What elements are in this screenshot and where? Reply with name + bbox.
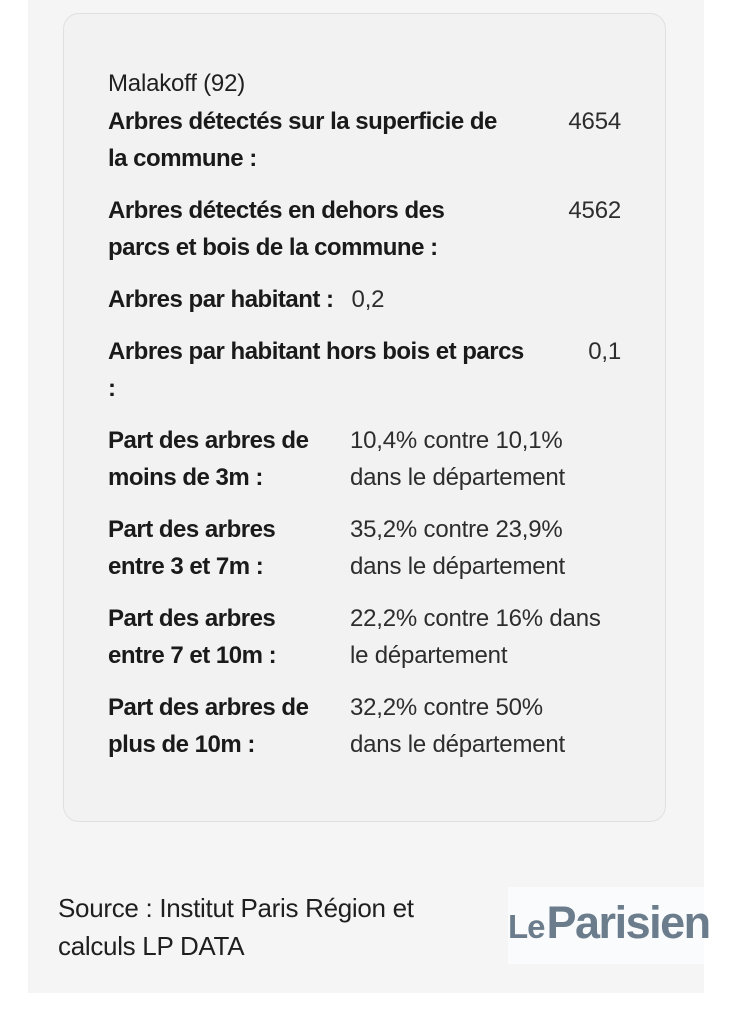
stat-value: 22,2% contre 16% dans le département bbox=[350, 605, 601, 669]
stat-value: 35,2% contre 23,9% dans le département bbox=[350, 516, 566, 580]
logo-parisien-text: Parisien bbox=[546, 897, 712, 948]
stat-label: Part des arbres entre 3 et 7m : bbox=[108, 516, 276, 580]
source-credit: Source : Institut Paris Région et calcul… bbox=[58, 893, 414, 961]
stat-label: Arbres détectés sur la superficie de la … bbox=[108, 108, 497, 172]
stat-label: Part des arbres de moins de 3m : bbox=[108, 427, 309, 491]
stat-value: 32,2% contre 50% dans le département bbox=[350, 694, 566, 758]
stat-label: Arbres par habitant : bbox=[108, 286, 334, 313]
stat-value: 4562 bbox=[568, 197, 621, 224]
stat-row-share-under-3m: Part des arbres de moins de 3m : 10,4% c… bbox=[108, 422, 621, 496]
figure-panel: Malakoff (92) Arbres détectés sur la sup… bbox=[28, 0, 711, 993]
stat-value: 10,4% contre 10,1% dans le département bbox=[350, 427, 566, 491]
stat-label: Part des arbres de plus de 10m : bbox=[108, 694, 309, 758]
stat-row-share-over-10m: Part des arbres de plus de 10m : 32,2% c… bbox=[108, 689, 621, 763]
stat-row-trees-per-inhabitant: Arbres par habitant : 0,2 bbox=[108, 281, 621, 318]
stat-value: 0,1 bbox=[588, 338, 621, 365]
stat-row-trees-total: Arbres détectés sur la superficie de la … bbox=[108, 103, 621, 177]
stat-row-share-3-7m: Part des arbres entre 3 et 7m : 35,2% co… bbox=[108, 511, 621, 585]
commune-title: Malakoff (92) bbox=[108, 70, 246, 97]
stat-row-trees-per-inhabitant-outside: Arbres par habitant hors bois et parcs :… bbox=[108, 333, 621, 407]
stat-row-trees-outside-parks: Arbres détectés en dehors des parcs et b… bbox=[108, 192, 621, 266]
stat-label: Part des arbres entre 7 et 10m : bbox=[108, 605, 277, 669]
logo-le-text: Le bbox=[508, 908, 546, 945]
stats-card: Malakoff (92) Arbres détectés sur la sup… bbox=[63, 13, 666, 822]
stat-label: Arbres détectés en dehors des parcs et b… bbox=[108, 197, 445, 261]
stat-row-share-7-10m: Part des arbres entre 7 et 10m : 22,2% c… bbox=[108, 600, 621, 674]
stat-value: 4654 bbox=[568, 108, 621, 135]
stat-label: Arbres par habitant hors bois et parcs : bbox=[108, 338, 524, 402]
le-parisien-logo: LeParisien bbox=[508, 887, 711, 964]
stat-value: 0,2 bbox=[351, 286, 385, 313]
